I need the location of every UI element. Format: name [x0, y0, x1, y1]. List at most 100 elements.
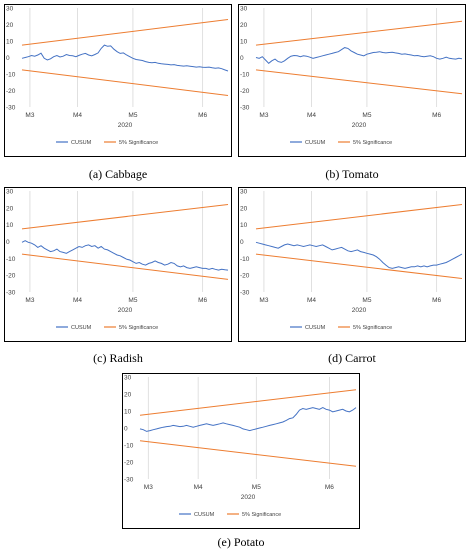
- legend-label-cusum: CUSUM: [305, 140, 326, 146]
- x-tick-label: M3: [259, 112, 268, 119]
- cusum-line: [255, 241, 463, 269]
- x-tick-label: M4: [307, 112, 316, 119]
- y-tick-label: 20: [240, 22, 248, 29]
- chart-svg: 30 20 10 0 -10 -20 -30 M3 M4 M5 M6 2020 CUSUM 5% Sign…: [4, 187, 232, 342]
- significance-line: [21, 253, 229, 280]
- y-tick-label: 10: [124, 409, 132, 416]
- y-tick-label: 0: [6, 239, 10, 246]
- x-tick-label: M3: [144, 484, 153, 491]
- legend-label-cusum: CUSUM: [194, 512, 215, 518]
- chart-svg: 30 20 10 0 -10 -20 -30 M3 M4 M5 M6 2020 CUSUM 5% Sign…: [4, 4, 232, 157]
- cusum-line: [21, 240, 229, 271]
- x-axis-label: 2020: [118, 122, 133, 129]
- y-tick-label: -10: [240, 256, 250, 263]
- y-tick-label: 30: [6, 189, 14, 196]
- caption-cabbage: (a) Cabbage: [88, 167, 148, 181]
- y-tick-label: -20: [6, 273, 16, 280]
- y-tick-label: -10: [124, 443, 134, 450]
- legend-label-cusum: CUSUM: [71, 325, 92, 331]
- x-tick-label: M3: [25, 297, 34, 304]
- y-tick-label: 20: [6, 22, 14, 29]
- x-tick-label: M5: [128, 112, 137, 119]
- y-tick-label: 30: [6, 6, 14, 13]
- chart-frame: [122, 373, 360, 529]
- x-axis-label: 2020: [352, 307, 367, 314]
- legend-label-significance: 5% Significance: [242, 512, 281, 518]
- legend-label-cusum: CUSUM: [305, 325, 326, 331]
- y-tick-label: 0: [6, 55, 10, 62]
- cusum-line: [21, 44, 229, 72]
- y-tick-label: -20: [6, 88, 16, 95]
- x-tick-label: M6: [325, 484, 334, 491]
- y-tick-label: -30: [124, 477, 134, 484]
- legend-label-significance: 5% Significance: [119, 140, 158, 146]
- y-tick-label: 10: [6, 39, 14, 46]
- x-axis-label: 2020: [118, 307, 133, 314]
- x-tick-label: M4: [73, 297, 82, 304]
- significance-line: [255, 203, 463, 230]
- y-tick-label: 0: [240, 239, 244, 246]
- x-tick-label: M4: [194, 484, 203, 491]
- y-tick-label: -10: [6, 72, 16, 79]
- caption-radish: (c) Radish: [93, 351, 143, 365]
- y-tick-label: -10: [6, 256, 16, 263]
- x-tick-label: M6: [198, 112, 207, 119]
- x-tick-label: M5: [252, 484, 261, 491]
- x-axis-label: 2020: [352, 122, 367, 129]
- caption-tomato: (b) Tomato: [325, 167, 379, 181]
- legend-label-cusum: CUSUM: [71, 140, 92, 146]
- significance-line: [255, 69, 463, 95]
- chart-svg: 30 20 10 0 -10 -20 -30 M3 M4 M5 M6 2020 CUSUM 5% Sign…: [238, 4, 466, 157]
- x-tick-label: M6: [432, 297, 441, 304]
- y-tick-label: 30: [240, 6, 248, 13]
- y-tick-label: -20: [240, 88, 250, 95]
- caption-potato: (e) Potato: [217, 535, 265, 549]
- x-tick-label: M6: [198, 297, 207, 304]
- y-tick-label: 10: [240, 39, 248, 46]
- significance-line: [255, 253, 463, 280]
- chart-frame: [4, 187, 232, 342]
- y-tick-label: -30: [6, 105, 16, 112]
- caption-carrot: (d) Carrot: [328, 351, 376, 365]
- y-tick-label: -20: [240, 273, 250, 280]
- chart-frame: [4, 4, 232, 157]
- legend-label-significance: 5% Significance: [119, 325, 158, 331]
- significance-line: [139, 440, 357, 467]
- x-tick-label: M4: [307, 297, 316, 304]
- chart-frame: [238, 187, 466, 342]
- x-tick-label: M6: [432, 112, 441, 119]
- chart-svg: 30 20 10 0 -10 -20 -30 M3 M4 M5 M6 2020 CUSUM 5% Sign…: [238, 187, 466, 342]
- y-tick-label: 30: [124, 375, 132, 382]
- cusum-line: [139, 407, 357, 432]
- legend-label-significance: 5% Significance: [353, 140, 392, 146]
- significance-line: [21, 19, 229, 46]
- y-tick-label: -10: [240, 72, 250, 79]
- y-tick-label: 20: [240, 205, 248, 212]
- y-tick-label: 30: [240, 189, 248, 196]
- y-tick-label: 0: [124, 426, 128, 433]
- legend-label-significance: 5% Significance: [353, 325, 392, 331]
- y-tick-label: 0: [240, 55, 244, 62]
- y-tick-label: -30: [6, 290, 16, 297]
- significance-line: [255, 20, 463, 46]
- x-tick-label: M5: [128, 297, 137, 304]
- chart-svg: 30 20 10 0 -10 -20 -30 M3 M4 M5 M6 2020 CUSUM 5% Sign…: [122, 373, 360, 529]
- significance-line: [21, 69, 229, 96]
- significance-line: [139, 389, 357, 416]
- x-tick-label: M5: [362, 297, 371, 304]
- y-tick-label: -30: [240, 290, 250, 297]
- y-tick-label: -30: [240, 105, 250, 112]
- chart-frame: [238, 4, 466, 157]
- x-tick-label: M3: [259, 297, 268, 304]
- y-tick-label: 10: [240, 222, 248, 229]
- x-axis-label: 2020: [241, 494, 256, 501]
- x-tick-label: M4: [73, 112, 82, 119]
- x-tick-label: M5: [362, 112, 371, 119]
- cusum-line: [255, 47, 463, 64]
- y-tick-label: 20: [6, 205, 14, 212]
- y-tick-label: 20: [124, 392, 132, 399]
- significance-line: [21, 203, 229, 230]
- y-tick-label: 10: [6, 222, 14, 229]
- x-tick-label: M3: [25, 112, 34, 119]
- y-tick-label: -20: [124, 460, 134, 467]
